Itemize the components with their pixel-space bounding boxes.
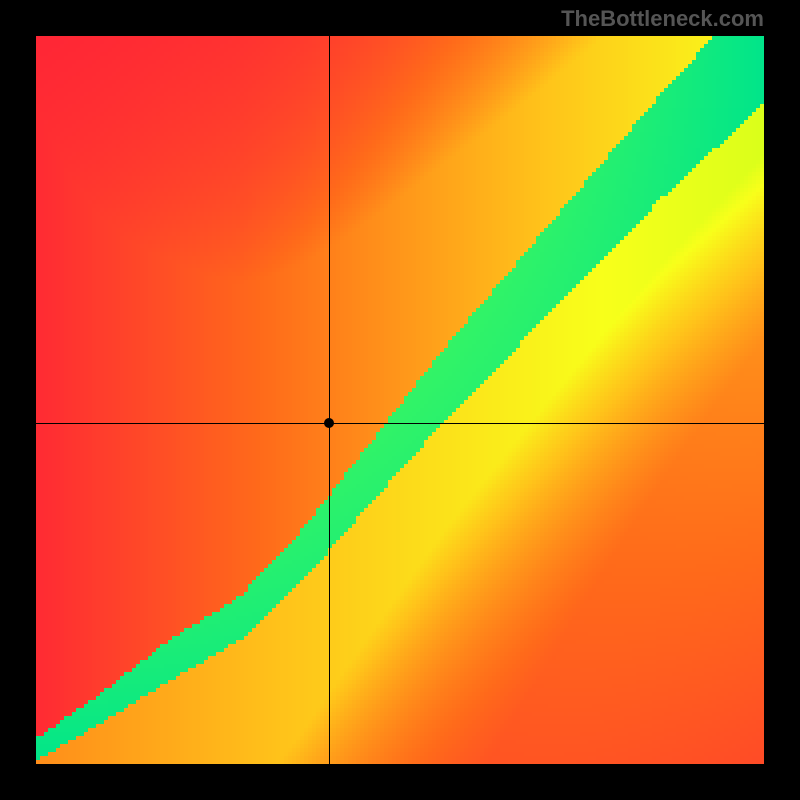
crosshair-horizontal [36, 423, 764, 424]
crosshair-vertical [329, 36, 330, 764]
heatmap-canvas [36, 36, 764, 764]
watermark-text: TheBottleneck.com [561, 6, 764, 32]
crosshair-marker [324, 418, 334, 428]
chart-container: TheBottleneck.com [0, 0, 800, 800]
heatmap-plot [36, 36, 764, 764]
